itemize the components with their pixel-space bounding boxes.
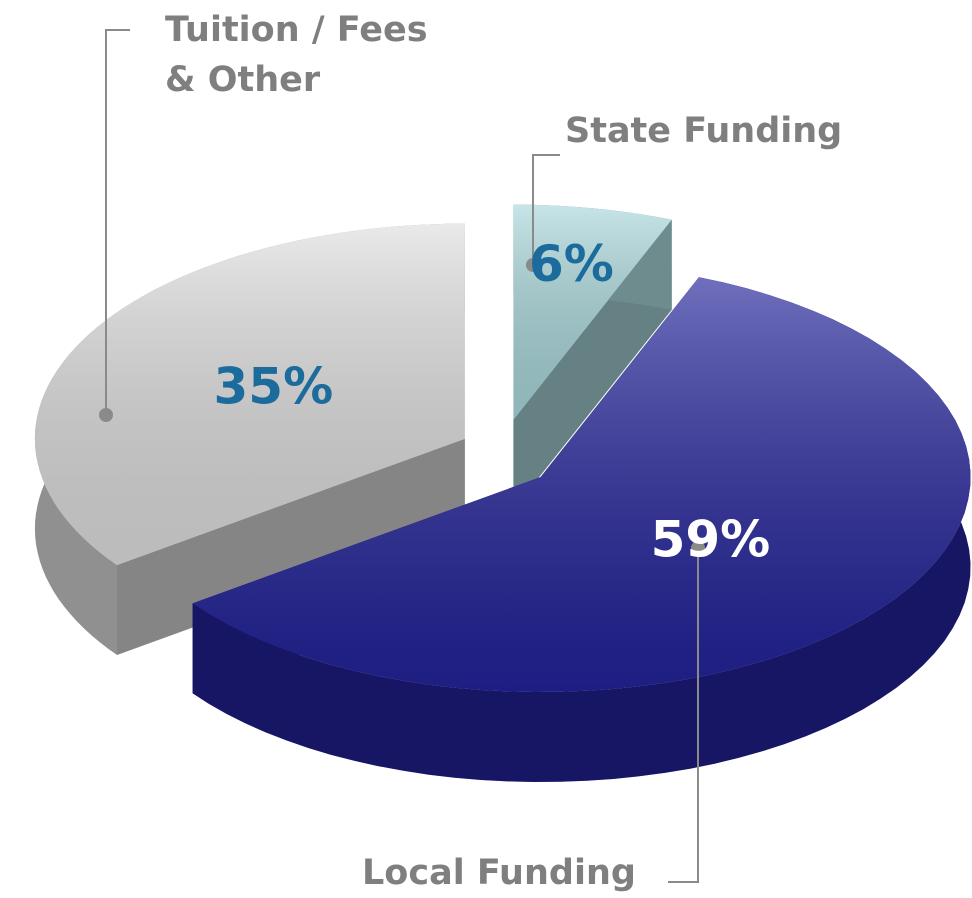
slice-highlight [192, 277, 971, 692]
leader-line [668, 548, 699, 883]
value-label: 59% [651, 510, 771, 568]
slice-wall [192, 277, 971, 782]
slice-highlight [34, 223, 465, 565]
leader-lines [99, 29, 705, 883]
value-label: 35% [213, 357, 333, 415]
leader-line [532, 154, 560, 265]
category-label: Tuition / Fees & Other [165, 10, 428, 100]
value-labels: 6% 35% 59% [213, 235, 770, 568]
slice-highlight [513, 204, 672, 420]
slice-wall-shade [192, 277, 971, 782]
slices [34, 204, 971, 782]
category-label: State Funding [565, 111, 843, 151]
leader-dot [691, 541, 705, 555]
leader-line [105, 29, 130, 415]
leader-dot [99, 408, 113, 422]
leader-dot [526, 258, 540, 272]
category-label: Local Funding [362, 853, 636, 893]
value-label: 6% [529, 235, 614, 293]
